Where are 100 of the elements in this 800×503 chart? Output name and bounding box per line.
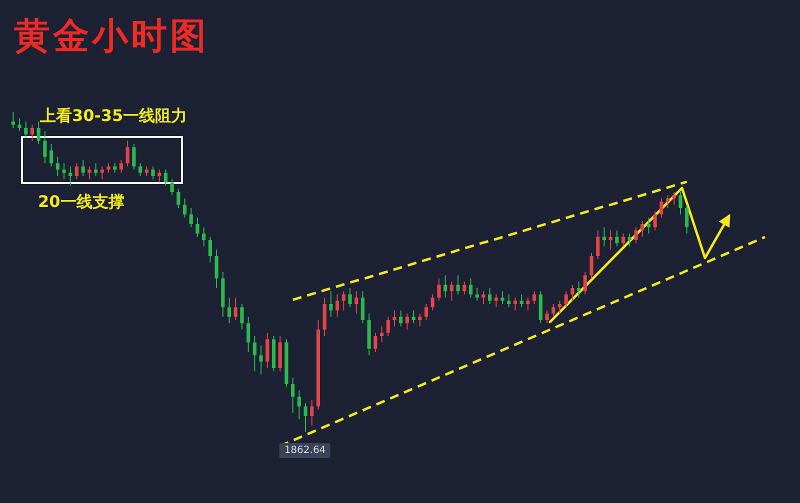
candlestick [252, 336, 256, 372]
candlestick [62, 162, 66, 180]
candlestick [678, 192, 682, 215]
candlestick [335, 294, 340, 318]
candlestick [646, 217, 650, 234]
candlestick [520, 294, 524, 308]
candlestick [106, 162, 110, 174]
candlestick [234, 297, 238, 320]
candlestick [450, 281, 454, 302]
candlestick [297, 390, 301, 420]
candlestick [94, 162, 98, 176]
candlestick [100, 166, 104, 180]
text: 1862.64 [279, 443, 331, 458]
candlestick [462, 281, 466, 295]
candlestick [196, 217, 200, 238]
candlestick [304, 402, 308, 432]
candlestick [18, 118, 22, 132]
candlestick [259, 345, 263, 375]
candlestick [666, 194, 670, 208]
candlestick [526, 297, 530, 311]
candlestick [488, 288, 492, 304]
candlestick [348, 288, 352, 308]
candlestick [158, 169, 162, 183]
candlestick [437, 278, 441, 302]
candlestick [392, 310, 396, 327]
candlestick [672, 192, 676, 206]
candlestick [424, 304, 428, 320]
candlestick [329, 290, 333, 318]
candlestick [126, 140, 130, 167]
candlestick [596, 230, 600, 260]
annotation: 上看30-35一线阻力 [40, 106, 188, 127]
candlestick [621, 233, 626, 247]
candlestick [36, 121, 40, 144]
candlestick [50, 144, 54, 167]
candlestick [342, 290, 346, 311]
candlestick [144, 166, 148, 176]
candlestick [545, 310, 549, 324]
candlestick [81, 160, 85, 176]
candlestick [507, 294, 511, 308]
candlestick [552, 304, 556, 318]
candlestick [386, 316, 390, 336]
candlestick [24, 121, 28, 138]
candlestick [68, 166, 72, 186]
candlestick [246, 316, 250, 352]
candlestick [418, 313, 422, 327]
candlestick [176, 188, 180, 208]
candlestick [74, 162, 79, 180]
candlestick [240, 304, 244, 330]
candlestick [615, 230, 619, 247]
chart-title: 黄金小时图 [14, 14, 209, 59]
candlestick [634, 226, 638, 244]
annotation: 20一线支撑 [38, 192, 124, 213]
candlestick [444, 274, 448, 298]
candlestick [660, 198, 664, 218]
candlestick [202, 226, 206, 247]
candlestick [189, 208, 193, 228]
candlestick [227, 297, 232, 324]
candlestick [628, 233, 632, 247]
candlestick [138, 162, 142, 176]
candlestick [532, 290, 536, 304]
candlestick [640, 220, 644, 238]
candlestick [576, 281, 581, 298]
candlestick [430, 294, 434, 311]
candlestick [602, 226, 606, 247]
candlestick [412, 310, 416, 324]
candlestick [151, 166, 155, 180]
candlestick [88, 166, 92, 180]
candlestick [310, 400, 314, 426]
candlestick [119, 160, 124, 174]
candlestick [360, 290, 365, 324]
candlestick [494, 294, 498, 308]
candlestick [374, 332, 378, 352]
candlestick [182, 198, 187, 218]
candlestick [583, 272, 587, 295]
candlestick [405, 313, 409, 330]
candlestick [113, 162, 117, 174]
candlestick [208, 236, 212, 263]
candlestick [30, 124, 34, 142]
candlestick [354, 290, 358, 314]
candlestick [456, 274, 460, 295]
candlestick [132, 144, 136, 170]
candlestick [380, 326, 384, 343]
candlestick [564, 290, 568, 308]
candlestick [558, 300, 562, 314]
candlestick [291, 377, 295, 414]
candlestick [164, 169, 168, 186]
candlestick [266, 332, 270, 368]
candlestick [500, 290, 504, 304]
candlestick [56, 156, 60, 176]
candlestick [570, 284, 574, 302]
candlestick [590, 252, 594, 279]
candlestick [11, 112, 15, 128]
candlestick [653, 210, 657, 231]
candlestick [685, 204, 689, 234]
candlestick [513, 297, 518, 311]
candlestick [468, 278, 473, 298]
candlestick [399, 310, 403, 327]
candlestick [43, 130, 47, 164]
candlestick [482, 290, 486, 304]
candlestick [475, 288, 479, 302]
